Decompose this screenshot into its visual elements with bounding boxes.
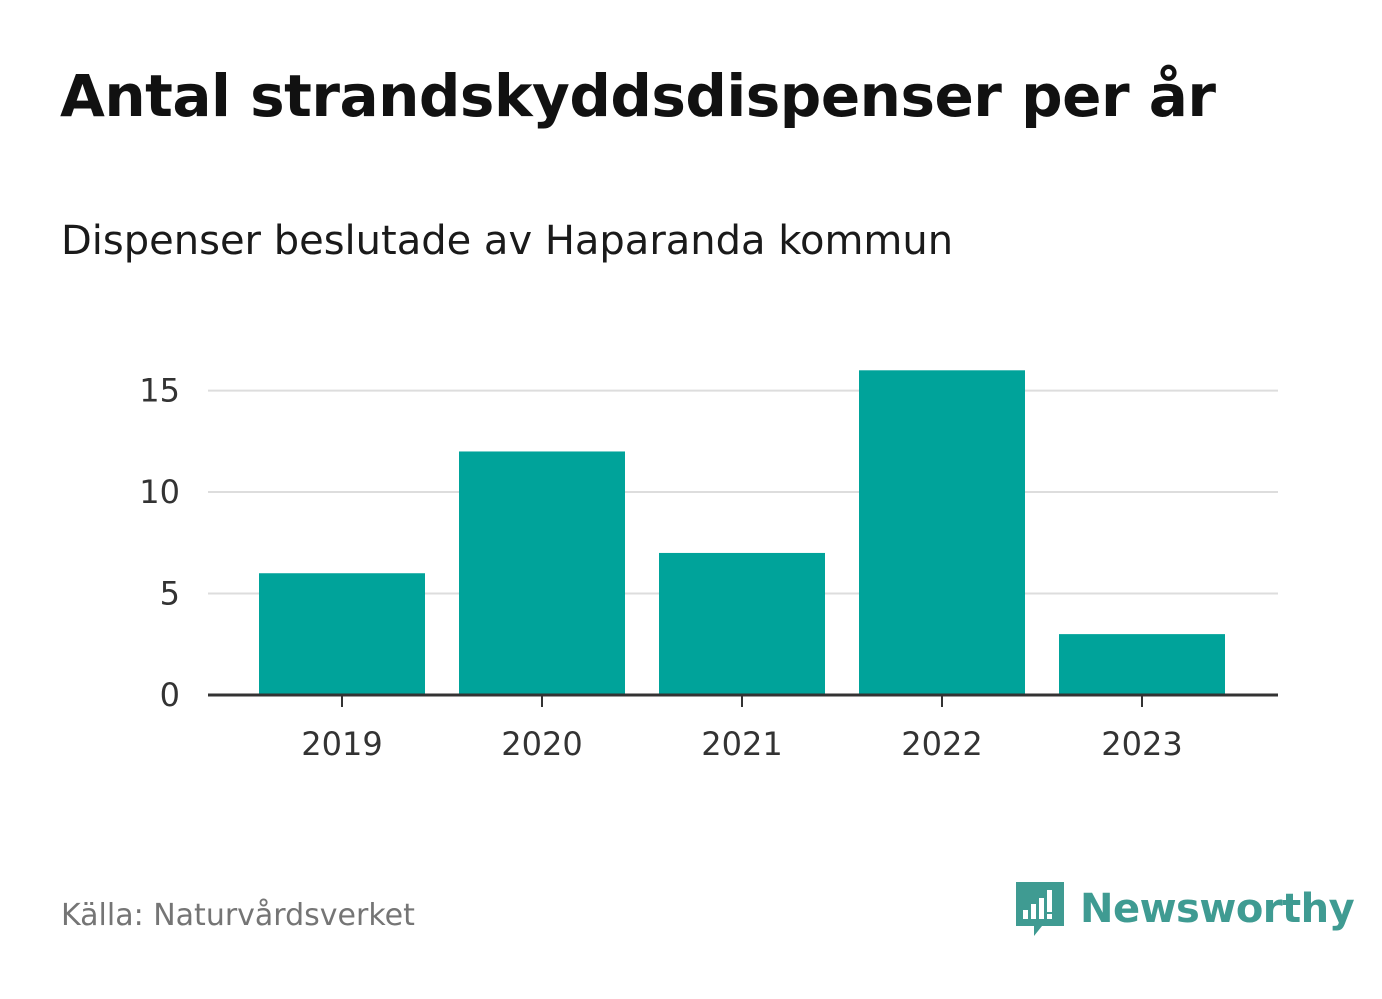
y-tick-label: 10 xyxy=(139,473,180,511)
brand: Newsworthy xyxy=(1012,880,1355,938)
y-tick-label: 0 xyxy=(160,676,180,714)
bars xyxy=(259,370,1225,695)
bar-2022 xyxy=(859,370,1025,695)
x-tick-label: 2021 xyxy=(701,725,782,763)
newsworthy-logo-icon xyxy=(1016,882,1064,936)
axes: 0 5 10 15 2019 2020 2021 2022 2023 xyxy=(139,372,1278,763)
brand-name: Newsworthy xyxy=(1080,886,1355,932)
x-tick-label: 2023 xyxy=(1101,725,1182,763)
y-tick-label: 5 xyxy=(160,575,180,613)
x-tick-label: 2022 xyxy=(901,725,982,763)
bar-2020 xyxy=(459,451,625,695)
bar-2019 xyxy=(259,573,425,695)
bar-2021 xyxy=(659,552,825,695)
source-note: Källa: Naturvårdsverket xyxy=(61,898,415,933)
y-tick-label: 15 xyxy=(139,372,180,410)
x-tick-label: 2020 xyxy=(501,725,582,763)
bar-2023 xyxy=(1059,634,1225,695)
chart-subtitle: Dispenser beslutade av Haparanda kommun xyxy=(61,218,954,264)
x-tick-label: 2019 xyxy=(301,725,382,763)
chart-title: Antal strandskyddsdispenser per år xyxy=(60,62,1216,130)
